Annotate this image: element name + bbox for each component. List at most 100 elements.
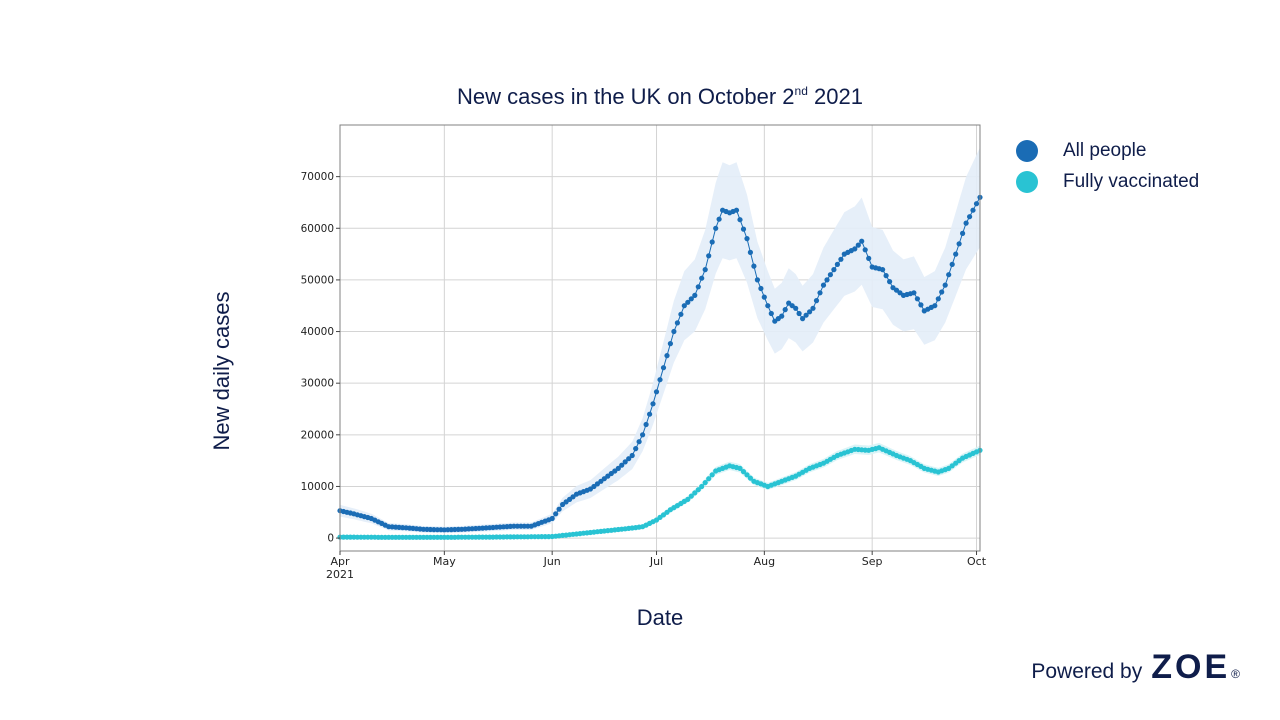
data-point-all-people	[831, 267, 837, 273]
data-point-all-people	[664, 353, 670, 359]
legend-label-all-people: All people	[1063, 140, 1147, 161]
data-point-all-people	[653, 389, 660, 395]
data-point-all-people	[949, 261, 955, 267]
y-axis-label: New daily cases	[209, 291, 234, 451]
data-point-all-people	[866, 255, 872, 261]
data-point-fully-vaccinated	[747, 475, 754, 481]
data-point-fully-vaccinated	[744, 472, 750, 478]
y-tick-label: 70000	[301, 171, 334, 183]
legend-item-fully-vaccinated: Fully vaccinated	[1016, 171, 1199, 193]
x-tick-label: Jul	[649, 555, 663, 568]
data-point-all-people	[702, 267, 708, 273]
data-point-all-people	[629, 452, 635, 459]
y-tick-label: 20000	[301, 429, 334, 441]
data-point-all-people	[793, 305, 799, 311]
data-point-all-people	[855, 242, 861, 248]
data-point-all-people	[733, 207, 740, 213]
y-tick-label: 10000	[301, 481, 334, 493]
data-point-all-people	[737, 217, 743, 223]
data-point-all-people	[963, 220, 969, 226]
data-point-all-people	[834, 261, 841, 267]
data-point-all-people	[800, 316, 806, 322]
plot-frame	[339, 124, 981, 552]
data-point-all-people	[657, 377, 663, 383]
data-point-all-people	[640, 432, 646, 438]
data-point-all-people	[779, 313, 785, 319]
data-point-all-people	[838, 256, 844, 262]
data-point-all-people	[633, 446, 639, 452]
chart-title-superscript: nd	[794, 84, 808, 98]
data-point-all-people	[918, 302, 924, 308]
chart-title-suffix: 2021	[807, 84, 863, 109]
data-point-all-people	[946, 272, 952, 278]
data-point-all-people	[862, 247, 868, 253]
data-point-all-people	[807, 309, 813, 315]
data-point-all-people	[887, 279, 893, 285]
data-point-all-people	[758, 285, 764, 292]
data-point-all-people	[813, 298, 820, 304]
x-tick-year-label: 2021	[326, 568, 354, 581]
data-point-all-people	[824, 277, 830, 283]
data-point-all-people	[674, 320, 681, 326]
data-point-fully-vaccinated	[702, 480, 708, 486]
data-point-all-people	[820, 282, 827, 288]
data-point-all-people	[678, 311, 684, 317]
plot-area	[340, 125, 980, 551]
data-point-all-people	[768, 310, 774, 317]
data-point-all-people	[852, 246, 858, 252]
data-point-all-people	[744, 236, 750, 242]
data-point-all-people	[935, 296, 941, 302]
data-point-all-people	[880, 267, 886, 273]
data-point-all-people	[626, 456, 632, 462]
data-point-all-people	[956, 241, 962, 247]
data-point-all-people	[751, 263, 757, 269]
data-point-all-people	[713, 225, 719, 231]
x-axis-label: Date	[636, 605, 684, 630]
data-point-fully-vaccinated	[699, 483, 705, 490]
y-tick-label: 60000	[301, 223, 334, 235]
data-point-fully-vaccinated	[740, 469, 747, 475]
data-point-all-people	[685, 299, 691, 305]
data-point-fully-vaccinated	[688, 493, 694, 499]
powered-by-zoe: Powered by ZOE ®	[1031, 648, 1240, 687]
data-point-all-people	[960, 230, 966, 236]
data-point-all-people	[709, 239, 715, 245]
data-point-all-people	[810, 305, 816, 311]
legend-marker-fully-vaccinated	[1016, 171, 1038, 193]
legend-label-fully-vaccinated: Fully vaccinated	[1063, 171, 1200, 192]
x-tick-label: Sep	[862, 555, 883, 568]
y-tick-label: 40000	[301, 326, 334, 338]
data-point-all-people	[706, 253, 712, 259]
legend-marker-all-people	[1016, 140, 1038, 162]
chart-title: New cases in the UK on October 2nd 2021	[340, 84, 980, 110]
data-point-all-people	[761, 294, 767, 300]
data-point-all-people	[553, 511, 559, 517]
data-point-all-people	[970, 207, 976, 213]
x-tick-label: Jun	[543, 555, 561, 568]
data-point-all-people	[716, 216, 722, 222]
data-point-all-people	[699, 275, 705, 281]
data-point-all-people	[619, 462, 625, 468]
powered-by-text: Powered by	[1031, 660, 1143, 683]
data-point-all-people	[817, 290, 823, 296]
data-point-fully-vaccinated	[706, 476, 712, 482]
y-tick-label: 50000	[301, 274, 334, 286]
x-tick-label: Apr	[330, 555, 350, 568]
data-point-all-people	[953, 251, 959, 257]
data-point-all-people	[671, 328, 677, 335]
data-point-all-people	[681, 303, 687, 309]
data-point-all-people	[754, 277, 761, 283]
x-tick-label: May	[433, 555, 456, 568]
data-point-all-people	[911, 290, 917, 296]
zoe-logo: ZOE	[1151, 648, 1231, 686]
data-point-all-people	[647, 411, 653, 417]
legend-item-all-people: All people	[1016, 140, 1146, 162]
data-point-fully-vaccinated	[709, 472, 715, 478]
data-point-all-people	[650, 401, 656, 407]
data-point-fully-vaccinated	[685, 496, 691, 502]
data-point-all-people	[556, 506, 562, 512]
data-point-all-people	[782, 307, 788, 313]
chart-title-text: New cases in the UK on October 2	[457, 84, 795, 109]
data-point-all-people	[622, 459, 628, 465]
